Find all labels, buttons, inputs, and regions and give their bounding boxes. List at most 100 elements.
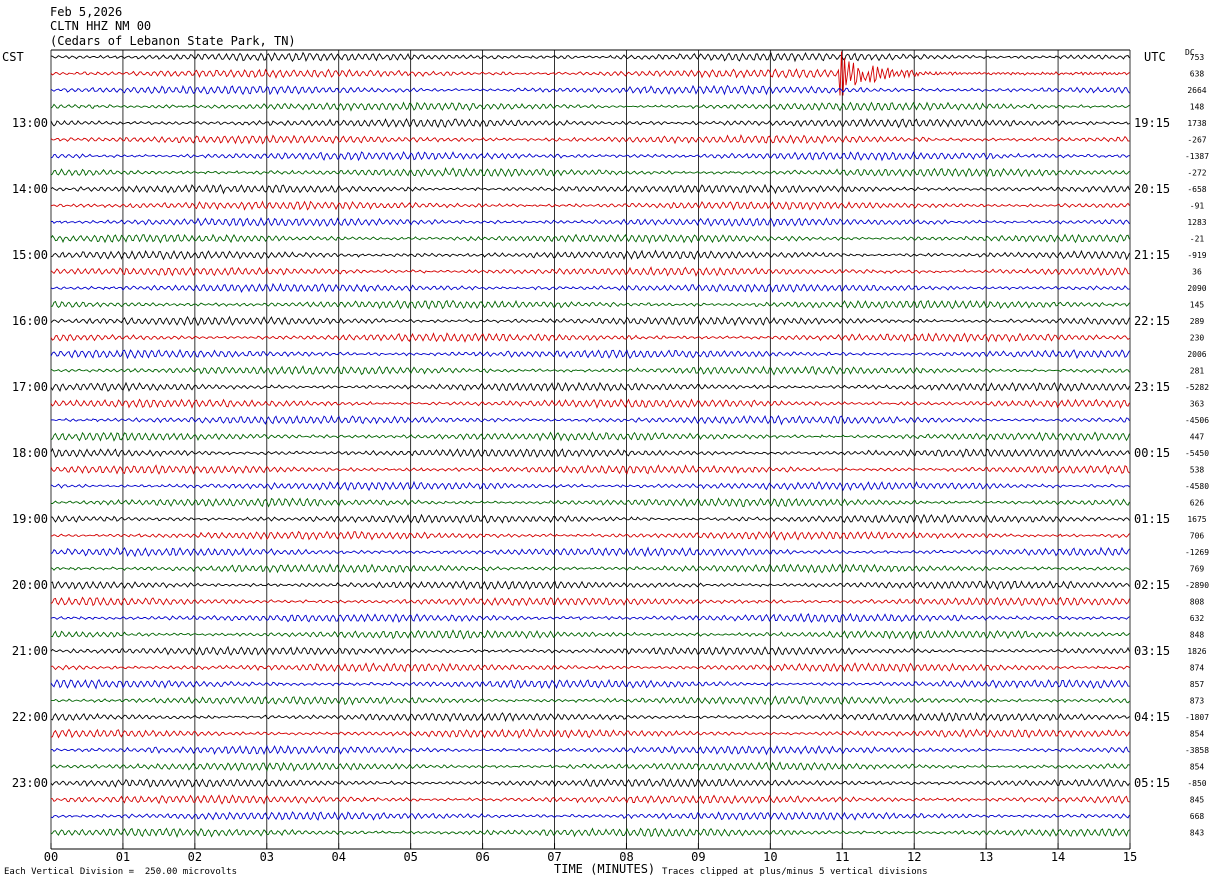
dc-offset-label: -3858 — [1185, 746, 1209, 755]
x-tick-label: 12 — [907, 850, 921, 864]
left-hour-label: 21:00 — [12, 644, 48, 658]
x-tick-label: 08 — [619, 850, 633, 864]
dc-offset-label: 848 — [1190, 631, 1205, 640]
trace-row — [50, 596, 1130, 607]
right-hour-label: 22:15 — [1134, 314, 1170, 328]
right-hour-label: 04:15 — [1134, 710, 1170, 724]
trace-row — [50, 101, 1130, 112]
trace-row — [50, 134, 1130, 145]
trace-row — [50, 332, 1130, 343]
dc-offset-label: 2006 — [1187, 350, 1206, 359]
trace-row — [50, 563, 1130, 574]
dc-offset-label: -5282 — [1185, 383, 1209, 392]
trace-row — [50, 200, 1130, 211]
dc-offset-label: -272 — [1187, 169, 1206, 178]
x-tick-label: 11 — [835, 850, 849, 864]
dc-offset-label: 2090 — [1187, 284, 1206, 293]
dc-offset-label: -267 — [1187, 136, 1206, 145]
x-tick-label: 02 — [188, 850, 202, 864]
trace-row — [50, 645, 1130, 656]
dc-offset-label: -4580 — [1185, 482, 1209, 491]
trace-row — [50, 249, 1130, 261]
x-tick-label: 07 — [547, 850, 561, 864]
left-hour-label: 20:00 — [12, 578, 48, 592]
plot-date: Feb 5,2026 — [50, 5, 123, 19]
clip-note: Traces clipped at plus/minus 5 vertical … — [662, 867, 928, 877]
dc-offset-label: -1807 — [1185, 713, 1209, 722]
left-hour-label: 15:00 — [12, 248, 48, 262]
trace-row — [50, 480, 1130, 492]
dc-offset-label: 36 — [1192, 268, 1202, 277]
trace-row — [50, 183, 1130, 195]
left-hour-label: 18:00 — [12, 446, 48, 460]
trace-row — [50, 794, 1130, 805]
left-hour-label: 23:00 — [12, 776, 48, 790]
dc-offset-label: -2890 — [1185, 581, 1209, 590]
trace-row — [50, 827, 1130, 839]
dc-offset-label: 626 — [1190, 499, 1205, 508]
x-tick-label: 01 — [116, 850, 130, 864]
dc-offset-label: -919 — [1187, 251, 1206, 260]
seismic-traces — [50, 51, 1130, 839]
dc-offset-label: 753 — [1190, 53, 1205, 62]
x-tick-label: 14 — [1051, 850, 1065, 864]
dc-offset-label: 363 — [1190, 400, 1205, 409]
x-axis-title: TIME (MINUTES) — [554, 862, 656, 876]
dc-offset-label: -1387 — [1185, 152, 1209, 161]
trace-row — [50, 546, 1130, 558]
dc-offset-label: 845 — [1190, 796, 1205, 805]
trace-row — [51, 497, 1130, 508]
trace-row — [50, 282, 1130, 294]
trace-row — [50, 381, 1130, 392]
trace-row — [50, 414, 1130, 426]
trace-row — [50, 51, 1130, 63]
dc-offset-label: 148 — [1190, 103, 1205, 112]
dc-offset-label: -658 — [1187, 185, 1206, 194]
dc-offset-label: 808 — [1190, 598, 1205, 607]
right-hour-label: 20:15 — [1134, 182, 1170, 196]
dc-offset-label: -5450 — [1185, 449, 1209, 458]
trace-row — [50, 778, 1130, 789]
x-tick-label: 06 — [475, 850, 489, 864]
x-tick-label: 03 — [260, 850, 274, 864]
trace-row — [50, 678, 1130, 690]
right-hour-label: 01:15 — [1134, 512, 1170, 526]
trace-row — [50, 612, 1130, 623]
dc-offset-label: 230 — [1190, 334, 1205, 343]
dc-offset-label: 874 — [1190, 664, 1205, 673]
dc-offset-label: 289 — [1190, 317, 1205, 326]
trace-row — [50, 811, 1130, 821]
trace-row — [50, 629, 1130, 640]
x-tick-label: 09 — [691, 850, 705, 864]
trace-row — [50, 761, 1130, 772]
right-hour-label: 19:15 — [1134, 116, 1170, 130]
left-hour-label: 22:00 — [12, 710, 48, 724]
x-tick-label: 10 — [763, 850, 777, 864]
trace-row — [50, 365, 1130, 376]
left-hour-label: 14:00 — [12, 182, 48, 196]
dc-label: DC — [1185, 48, 1195, 57]
dc-offset-label: 281 — [1190, 367, 1205, 376]
trace-row — [50, 464, 1130, 475]
left-hour-label: 19:00 — [12, 512, 48, 526]
dc-offset-label: 1738 — [1187, 119, 1206, 128]
right-timezone: UTC — [1144, 50, 1166, 64]
dc-offset-label: 145 — [1190, 301, 1205, 310]
dc-offset-label: 538 — [1190, 466, 1205, 475]
trace-row — [50, 398, 1130, 409]
dc-offset-label: 447 — [1190, 433, 1205, 442]
right-hour-label: 23:15 — [1134, 380, 1170, 394]
trace-row — [50, 167, 1130, 178]
x-axis-ticks: 00 01 02 03 04 05 06 07 08 09 10 11 12 13 14 15 — [44, 843, 1137, 864]
axis-labels: 753 638 2664 148 1738 -267 -1387 -272 -658 -91 128… — [12, 53, 1209, 838]
trace-row — [50, 662, 1130, 673]
dc-offset-label: 1826 — [1187, 647, 1206, 656]
x-tick-label: 15 — [1123, 850, 1137, 864]
dc-offset-label: 668 — [1190, 812, 1205, 821]
dc-offset-label: 706 — [1190, 532, 1205, 541]
dc-offset-label: 638 — [1190, 70, 1205, 79]
scale-note: Each Vertical Division = 250.00 microvol… — [4, 867, 237, 877]
trace-row — [50, 117, 1130, 129]
trace-row — [50, 530, 1130, 541]
left-timezone: CST — [2, 50, 24, 64]
